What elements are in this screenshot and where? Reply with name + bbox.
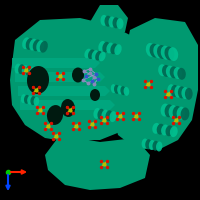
Ellipse shape [170, 66, 178, 78]
Ellipse shape [157, 45, 167, 59]
Ellipse shape [106, 43, 114, 53]
Ellipse shape [152, 123, 160, 134]
Ellipse shape [145, 139, 152, 149]
Ellipse shape [164, 46, 174, 60]
Ellipse shape [98, 41, 106, 52]
Ellipse shape [165, 125, 173, 136]
Ellipse shape [149, 140, 155, 150]
Ellipse shape [99, 52, 106, 61]
Ellipse shape [157, 124, 165, 135]
Ellipse shape [117, 86, 123, 94]
Ellipse shape [102, 42, 110, 53]
Ellipse shape [152, 141, 159, 151]
Polygon shape [12, 58, 100, 68]
Ellipse shape [104, 16, 112, 27]
Polygon shape [48, 35, 148, 140]
Ellipse shape [161, 104, 169, 117]
Ellipse shape [166, 66, 174, 78]
Ellipse shape [142, 139, 148, 148]
Ellipse shape [90, 89, 100, 101]
Ellipse shape [170, 126, 178, 137]
Ellipse shape [29, 39, 37, 51]
Ellipse shape [47, 105, 63, 125]
Polygon shape [18, 86, 110, 96]
Ellipse shape [162, 65, 170, 77]
Ellipse shape [158, 64, 167, 76]
Ellipse shape [95, 51, 102, 61]
Ellipse shape [174, 67, 182, 79]
Ellipse shape [114, 85, 120, 94]
Ellipse shape [15, 64, 21, 73]
Ellipse shape [109, 111, 117, 122]
Ellipse shape [153, 44, 163, 58]
Ellipse shape [171, 85, 179, 97]
Polygon shape [45, 135, 150, 190]
Ellipse shape [40, 41, 48, 53]
Ellipse shape [177, 107, 185, 120]
Ellipse shape [61, 99, 75, 117]
Polygon shape [20, 100, 115, 110]
Ellipse shape [22, 65, 28, 75]
Ellipse shape [21, 94, 26, 103]
Ellipse shape [24, 95, 30, 104]
Ellipse shape [124, 87, 129, 96]
Ellipse shape [22, 37, 30, 49]
Ellipse shape [25, 66, 32, 76]
Ellipse shape [101, 110, 109, 120]
Ellipse shape [178, 86, 186, 98]
Ellipse shape [167, 84, 175, 96]
Ellipse shape [174, 86, 182, 98]
Polygon shape [10, 18, 145, 142]
Ellipse shape [36, 40, 44, 52]
Ellipse shape [26, 38, 34, 50]
Ellipse shape [34, 97, 39, 106]
Ellipse shape [29, 67, 35, 76]
Ellipse shape [72, 68, 84, 82]
Polygon shape [90, 5, 128, 38]
Ellipse shape [177, 68, 186, 80]
Ellipse shape [150, 44, 160, 58]
Ellipse shape [185, 88, 193, 100]
Ellipse shape [27, 66, 49, 94]
Ellipse shape [165, 104, 173, 117]
Ellipse shape [33, 39, 41, 51]
Ellipse shape [146, 43, 156, 57]
Ellipse shape [93, 108, 101, 119]
Polygon shape [15, 72, 105, 82]
Ellipse shape [27, 96, 33, 104]
Ellipse shape [18, 64, 25, 74]
Ellipse shape [161, 125, 169, 135]
Ellipse shape [97, 109, 105, 120]
Ellipse shape [120, 86, 126, 95]
Ellipse shape [92, 50, 98, 60]
Ellipse shape [112, 17, 120, 28]
Ellipse shape [88, 49, 95, 59]
Ellipse shape [181, 87, 189, 99]
Ellipse shape [173, 106, 181, 119]
Ellipse shape [181, 107, 189, 120]
Ellipse shape [108, 17, 116, 27]
Ellipse shape [168, 47, 178, 61]
Ellipse shape [101, 15, 108, 26]
Ellipse shape [169, 105, 177, 118]
Ellipse shape [161, 46, 171, 60]
Ellipse shape [111, 84, 116, 93]
Ellipse shape [116, 18, 124, 29]
Polygon shape [112, 18, 198, 150]
Ellipse shape [114, 44, 122, 55]
Ellipse shape [84, 49, 91, 58]
Ellipse shape [105, 110, 113, 121]
Ellipse shape [156, 142, 162, 151]
Ellipse shape [110, 43, 118, 54]
Ellipse shape [30, 96, 36, 105]
